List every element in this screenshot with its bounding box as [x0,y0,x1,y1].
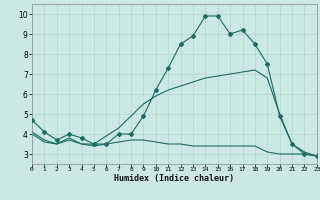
X-axis label: Humidex (Indice chaleur): Humidex (Indice chaleur) [115,174,234,183]
